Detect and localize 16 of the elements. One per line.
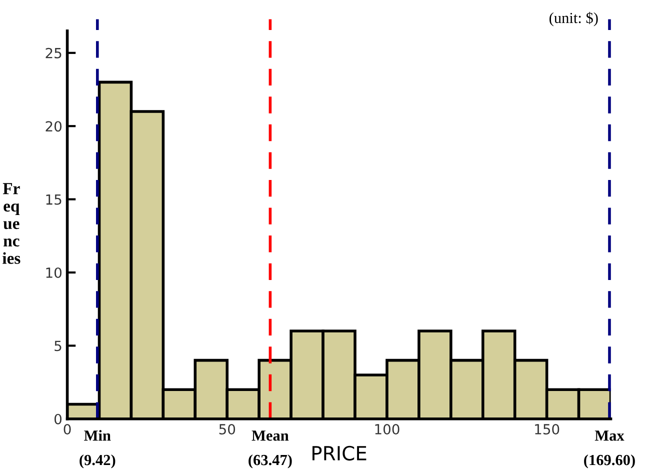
y-tick-label: 25: [46, 48, 62, 58]
x-tick-label: 50: [219, 424, 236, 434]
x-tick-label: 0: [64, 424, 71, 434]
y-tick-label: 20: [46, 121, 62, 132]
x-tick-label: 100: [375, 424, 400, 434]
y-tick-label: 15: [46, 194, 62, 205]
x-tick-label: 150: [535, 424, 560, 434]
y-tick-label: 10: [46, 267, 62, 278]
y-tick-label: 0: [54, 414, 62, 424]
ref-line-label: Min (9.42): [80, 430, 116, 468]
y-axis-title: Fr eq ue nc ies: [2, 183, 20, 264]
ref-line-label: Max (169.60): [584, 430, 635, 468]
ref-line-label: Mean (63.47): [248, 430, 292, 468]
text: (unit: $): [550, 12, 598, 26]
x-axis-title: PRICE: [312, 446, 366, 461]
y-tick-label: 5: [54, 340, 62, 352]
